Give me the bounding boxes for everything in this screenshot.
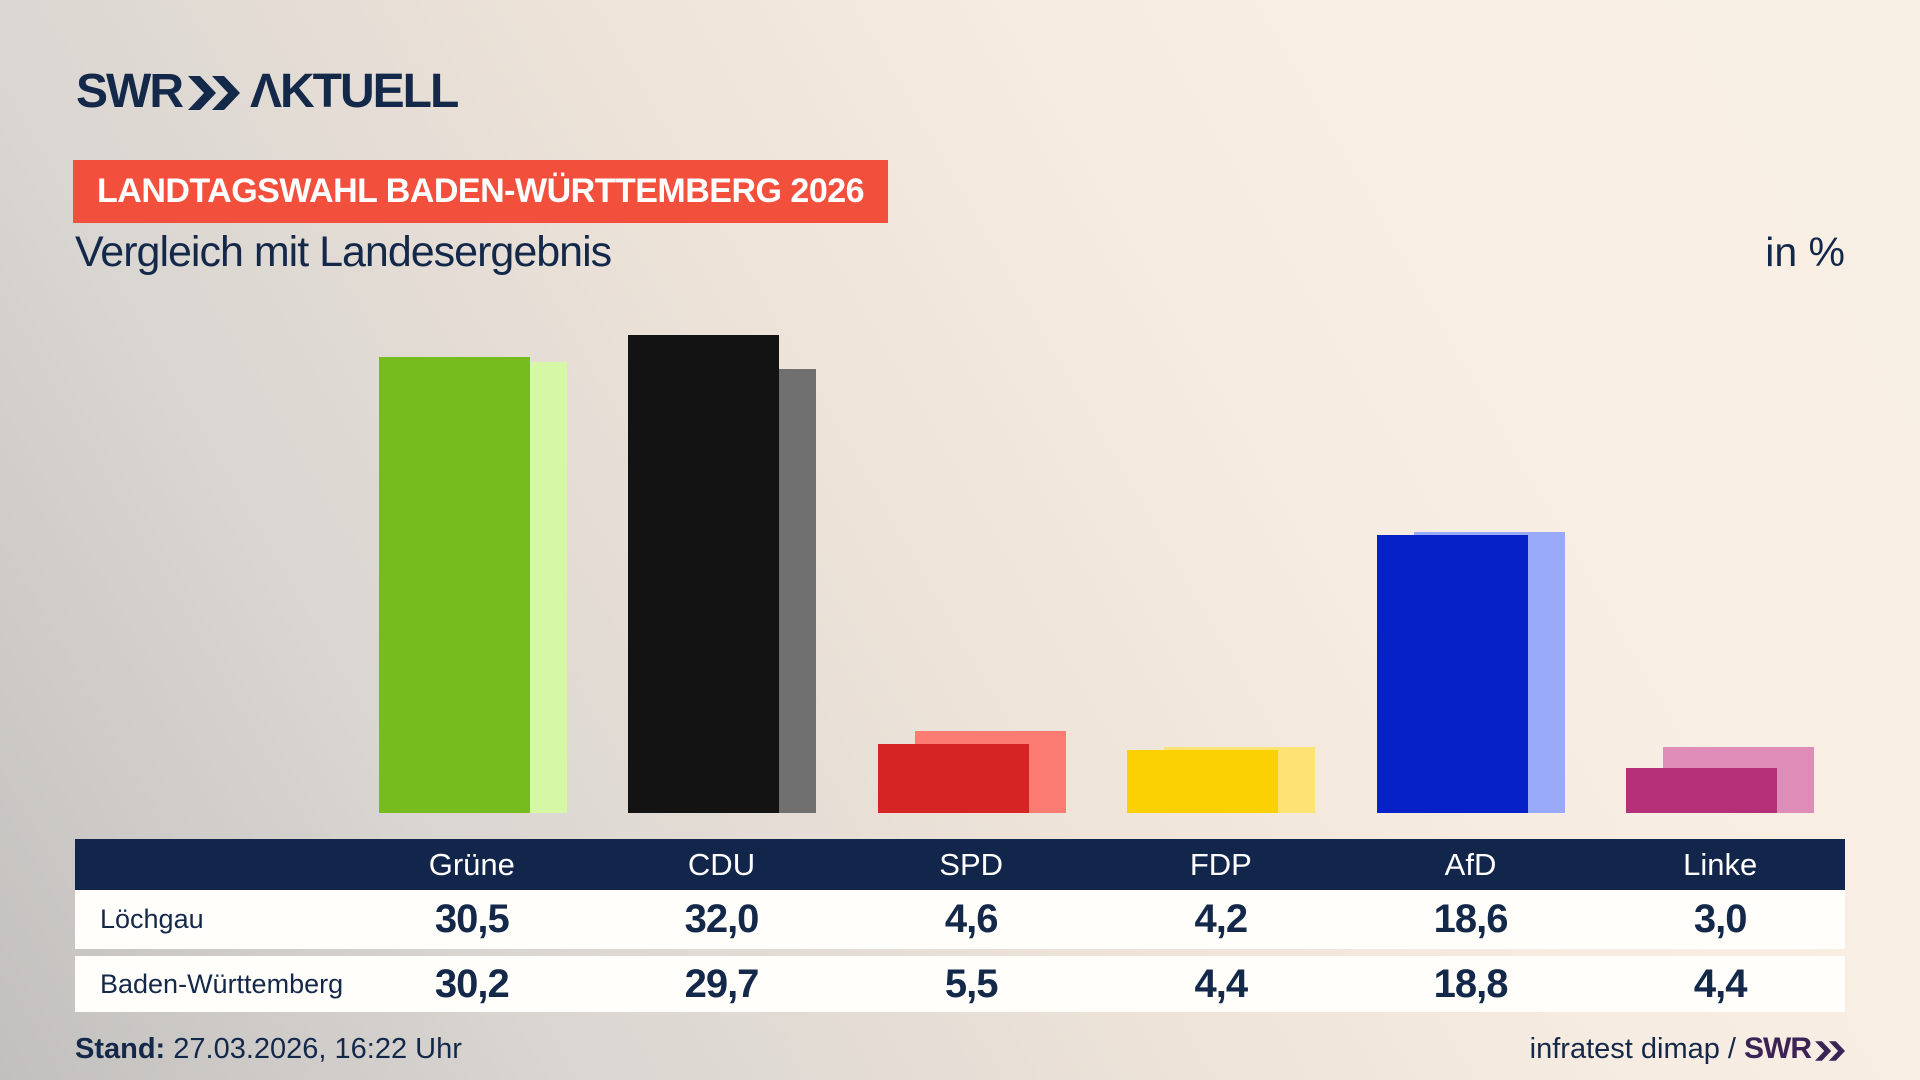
value-fdp: 4,4	[1194, 961, 1249, 1006]
bar-loechgau-fdp	[1127, 750, 1278, 813]
table-row-loechgau: Löchgau 30,5 32,0 4,6 4,2 18,6 3,0	[75, 890, 1845, 949]
column-header-fdp: FDP	[1189, 846, 1252, 882]
results-table: Grüne CDU SPD FDP AfD Linke Löchgau 30,5 32,0 4,…	[75, 839, 1845, 1012]
chart-title: Vergleich mit Landesergebnis	[75, 228, 612, 276]
row-label: Baden-Württemberg	[100, 968, 344, 999]
table-header-row: Grüne CDU SPD FDP AfD Linke	[75, 839, 1845, 890]
swr-chevrons-icon	[187, 75, 240, 110]
bar-chart	[379, 334, 1814, 813]
logo-aktuell-text: ΛKTUELL	[249, 65, 459, 118]
stand-label: Stand:	[75, 1032, 166, 1065]
column-header-cdu: CDU	[687, 846, 756, 882]
value-linke: 3,0	[1693, 897, 1748, 941]
election-badge: LANDTAGSWAHL BADEN-WÜRTTEMBERG 2026	[73, 160, 889, 223]
bar-loechgau-cdu	[628, 334, 779, 813]
stand-timestamp: Stand: 27.03.2026, 16:22 Uhr	[75, 1033, 462, 1066]
value-spd: 5,5	[944, 961, 999, 1006]
value-fdp: 4,2	[1194, 897, 1249, 941]
value-grne: 30,5	[434, 897, 510, 941]
swr-footer-logo-text: SWR	[1744, 1032, 1812, 1065]
value-spd: 4,6	[944, 897, 999, 941]
value-cdu: 32,0	[684, 897, 760, 941]
row-label: Löchgau	[100, 904, 204, 934]
unit-label: in %	[1765, 229, 1845, 275]
logo-swr-text: SWR	[76, 65, 184, 118]
value-afd: 18,6	[1433, 897, 1509, 941]
column-header-grne: Grüne	[428, 846, 515, 882]
column-header-linke: Linke	[1683, 846, 1758, 882]
bar-loechgau-grne	[379, 357, 530, 813]
value-linke: 4,4	[1693, 961, 1748, 1006]
table-row-baden-wuerttemberg: Baden-Württemberg 30,2 29,7 5,5 4,4 18,8 4,4	[75, 956, 1845, 1012]
column-header-afd: AfD	[1444, 846, 1497, 882]
source-credit: infratest dimap / SWR	[1530, 1032, 1845, 1066]
swr-footer-chevrons-icon	[1815, 1040, 1845, 1061]
swr-aktuell-logo: SWR ΛKTUELL	[76, 64, 459, 119]
stand-value: 27.03.2026, 16:22 Uhr	[165, 1032, 462, 1065]
bar-loechgau-linke	[1626, 768, 1777, 813]
bar-loechgau-spd	[878, 744, 1029, 813]
source-text: infratest dimap /	[1529, 1032, 1736, 1065]
value-cdu: 29,7	[684, 961, 760, 1006]
bar-loechgau-afd	[1377, 535, 1528, 813]
value-grne: 30,2	[434, 961, 510, 1006]
value-afd: 18,8	[1433, 961, 1509, 1006]
column-header-spd: SPD	[939, 846, 1004, 882]
swr-footer-logo: SWR	[1744, 1032, 1845, 1066]
